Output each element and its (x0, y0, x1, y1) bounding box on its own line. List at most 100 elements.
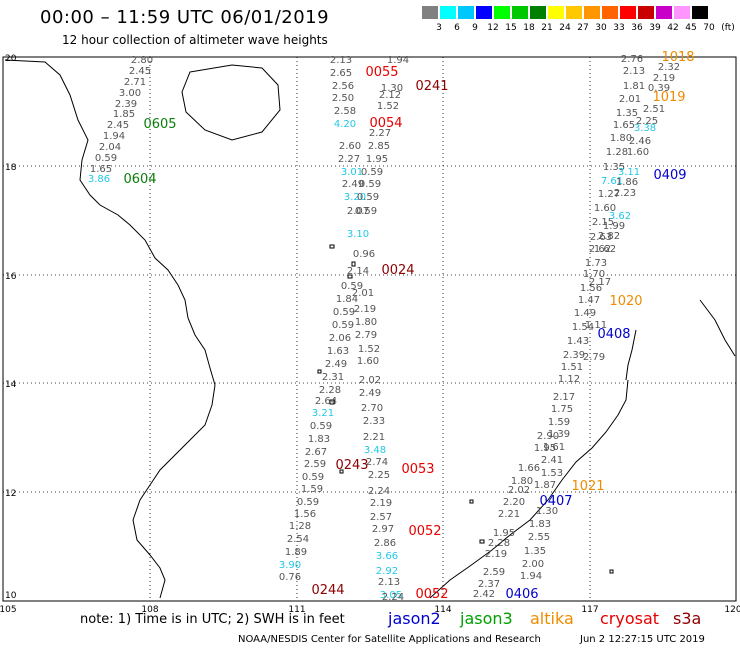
wave-height-value: 1.56 (580, 283, 602, 294)
pass-time-label: 0052 (408, 524, 441, 539)
wave-height-value: 2.80 (131, 55, 153, 66)
wave-height-value: 1.28 (289, 521, 311, 532)
wave-height-value: 2.97 (372, 524, 394, 535)
lat-label: 18 (5, 163, 17, 173)
wave-height-value: 2.67 (305, 447, 327, 458)
wave-height-value: 2.60 (339, 141, 361, 152)
wave-height-value: 2.24 (368, 486, 390, 497)
borneo-coast (429, 379, 629, 599)
latitude-labels: 20 18 16 14 12 10 (5, 54, 17, 601)
pass-time-label: 0054 (369, 116, 402, 131)
wave-height-value: 2.25 (368, 470, 390, 481)
wave-height-value: 2.63 (590, 232, 612, 243)
wave-height-value: 1.27 (598, 189, 620, 200)
wave-height-value: 1.94 (520, 571, 542, 582)
wave-height-value: 1.35 (524, 546, 546, 557)
scale-swatch-14 (656, 6, 672, 19)
wave-height-value: 2.49 (342, 179, 364, 190)
scale-label: 9 (472, 23, 478, 33)
wave-height-value: 1.80 (610, 133, 632, 144)
lat-label: 12 (5, 489, 16, 499)
scale-swatch-6 (512, 6, 528, 19)
wave-height-value: 1.83 (308, 434, 330, 445)
lat-label: 16 (5, 272, 17, 282)
wave-height-value: 2.57 (370, 512, 392, 523)
pass-time-label: 0243 (335, 458, 368, 473)
wave-height-value: 2.21 (498, 509, 520, 520)
wave-height-value: 1.75 (551, 404, 573, 415)
wave-height-value: 2.28 (488, 538, 510, 549)
wave-height-value: 3.10 (347, 229, 369, 240)
wave-height-value: 3.86 (88, 174, 110, 185)
wave-height-value: 2.25 (636, 116, 658, 127)
wave-height-value: 3.48 (364, 445, 386, 456)
wave-height-value: 2.19 (653, 73, 675, 84)
wave-height-value: 2.45 (107, 120, 129, 131)
scale-label: 70 (703, 23, 715, 33)
wave-height-value: 2.32 (658, 62, 680, 73)
wave-height-value: 1.94 (103, 131, 125, 142)
wave-height-value: 1.63 (327, 346, 349, 357)
scale-label: 6 (454, 23, 460, 33)
wave-height-value: 2.49 (325, 359, 347, 370)
wave-height-value: 2.64 (315, 396, 337, 407)
wave-height-value: 2.24 (382, 592, 404, 603)
scale-swatch-9 (566, 6, 582, 19)
wave-height-value: 2.39 (563, 350, 585, 361)
wave-height-value: 3.90 (279, 560, 301, 571)
wave-height-value: 3.62 (609, 211, 631, 222)
wave-height-value: 1.94 (387, 55, 409, 66)
wave-height-value: 2.39 (115, 99, 137, 110)
wave-height-value: 2.70 (361, 403, 383, 414)
wave-height-value: 3.00 (119, 88, 141, 99)
wave-height-value: 2.20 (503, 497, 525, 508)
wave-height-value: 0.59 (297, 497, 319, 508)
wave-height-value: 1.53 (541, 468, 563, 479)
wave-height-value: 2.79 (583, 352, 605, 363)
wave-height-value: 2.51 (643, 104, 665, 115)
wave-height-value: 2.62 (589, 244, 611, 255)
wave-height-value: 2.06 (329, 333, 351, 344)
mission-cryosat: cryosat (600, 609, 660, 628)
pass-time-label: 0407 (539, 494, 572, 509)
wave-height-value: 1.60 (594, 203, 616, 214)
mission-s3a: s3a (673, 609, 702, 628)
wave-height-value: 1.39 (548, 429, 570, 440)
wave-height-value: 1.51 (561, 362, 583, 373)
wave-height-value: 2.19 (354, 304, 376, 315)
scale-swatch-10 (584, 6, 600, 19)
wave-height-value: 1.85 (113, 109, 135, 120)
wave-height-value: 2.13 (330, 55, 352, 66)
wave-height-value: 1.59 (301, 484, 323, 495)
wave-height-value: 1.60 (627, 147, 649, 158)
scale-label: 3 (436, 23, 442, 33)
scale-swatch-8 (548, 6, 564, 19)
wave-height-value: 1.99 (603, 221, 625, 232)
pass-time-label: 1021 (571, 479, 604, 494)
scale-swatch-13 (638, 6, 654, 19)
scale-swatch-5 (494, 6, 510, 19)
wave-height-value: 2.58 (334, 106, 356, 117)
lon-label: 105 (0, 605, 17, 615)
pass-time-label: 0408 (597, 327, 630, 342)
wave-height-value: 1.84 (336, 294, 358, 305)
wave-height-value: 2.56 (332, 81, 354, 92)
wave-height-value: 1.80 (511, 476, 533, 487)
wave-height-value: 0.76 (279, 572, 301, 583)
wave-height-value: 2.59 (304, 459, 326, 470)
scale-unit-label: (ft) (721, 23, 735, 33)
coastline (4, 59, 736, 599)
wave-height-value: 2.37 (478, 579, 500, 590)
wave-height-value: 2.27 (338, 154, 360, 165)
wave-height-value: 2.92 (376, 566, 398, 577)
scale-swatch-1 (422, 6, 438, 19)
palawan-coast (625, 329, 637, 381)
mission-altika: altika (530, 609, 574, 628)
pass-time-label: 0241 (415, 79, 448, 94)
footer-note: note: 1) Time is in UTC; 2) SWH is in fe… (80, 612, 345, 627)
wave-height-value: 2.86 (374, 538, 396, 549)
wave-height-value: 2.07 (347, 206, 369, 217)
wave-height-value: 2.76 (621, 54, 643, 65)
mainland-coastline (4, 59, 216, 599)
wave-height-value: 2.27 (369, 128, 391, 139)
